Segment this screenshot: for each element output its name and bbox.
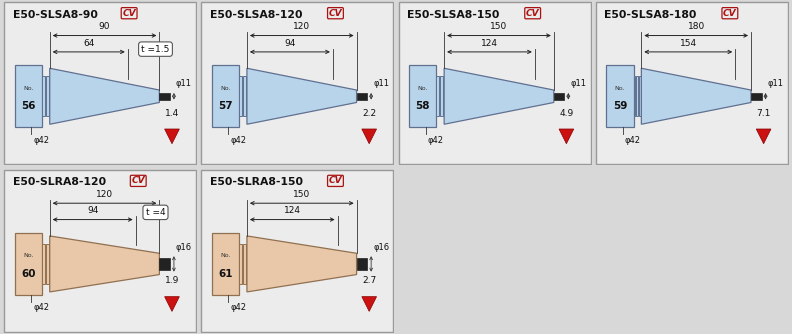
Bar	[436, 76, 439, 117]
Text: E50-SLRA8-120: E50-SLRA8-120	[13, 177, 106, 187]
Text: φ11: φ11	[570, 79, 586, 89]
Polygon shape	[362, 129, 376, 144]
Text: t =4: t =4	[146, 208, 166, 217]
Text: φ42: φ42	[33, 136, 49, 145]
Bar	[159, 258, 170, 270]
Text: φ16: φ16	[373, 243, 389, 252]
Bar	[607, 65, 634, 127]
Text: t =1.5: t =1.5	[141, 45, 169, 54]
Text: CV: CV	[329, 176, 342, 185]
Text: 180: 180	[687, 22, 705, 31]
Bar	[159, 93, 170, 100]
Polygon shape	[444, 68, 554, 124]
Text: 94: 94	[87, 206, 98, 215]
Text: CV: CV	[122, 9, 136, 18]
Polygon shape	[247, 236, 356, 292]
Bar	[212, 65, 239, 127]
Text: φ11: φ11	[176, 79, 192, 89]
Text: 61: 61	[219, 269, 233, 279]
Polygon shape	[362, 297, 376, 311]
Text: 2.2: 2.2	[362, 109, 376, 118]
Text: E50-SLRA8-150: E50-SLRA8-150	[210, 177, 303, 187]
Text: No.: No.	[23, 253, 33, 258]
Text: φ42: φ42	[625, 136, 641, 145]
Bar	[239, 244, 242, 284]
Bar	[46, 244, 48, 284]
Text: 124: 124	[284, 206, 301, 215]
Text: No.: No.	[220, 86, 230, 91]
Text: 7.1: 7.1	[756, 109, 771, 118]
Polygon shape	[165, 297, 179, 311]
Text: φ11: φ11	[767, 79, 783, 89]
Text: 94: 94	[284, 39, 295, 48]
Text: 4.9: 4.9	[559, 109, 573, 118]
Text: No.: No.	[417, 86, 428, 91]
Bar	[356, 93, 367, 100]
Text: CV: CV	[526, 9, 539, 18]
Text: CV: CV	[723, 9, 737, 18]
Text: 90: 90	[99, 22, 110, 31]
Bar	[440, 76, 443, 117]
Text: 150: 150	[490, 22, 508, 31]
Text: No.: No.	[23, 86, 33, 91]
Bar	[243, 76, 246, 117]
Text: E50-SLSA8-180: E50-SLSA8-180	[604, 9, 697, 19]
Text: φ11: φ11	[373, 79, 389, 89]
Bar	[15, 65, 42, 127]
Text: 64: 64	[83, 39, 94, 48]
Polygon shape	[50, 236, 159, 292]
Bar	[46, 76, 48, 117]
Bar	[212, 233, 239, 295]
Bar	[243, 244, 246, 284]
Text: 60: 60	[21, 269, 36, 279]
Bar	[15, 233, 42, 295]
Text: 124: 124	[481, 39, 498, 48]
Text: 57: 57	[219, 101, 233, 111]
Text: φ42: φ42	[428, 136, 444, 145]
Bar	[634, 76, 635, 117]
Polygon shape	[50, 68, 159, 124]
Polygon shape	[559, 129, 573, 144]
Polygon shape	[756, 129, 771, 144]
Text: 150: 150	[293, 190, 310, 199]
Polygon shape	[165, 129, 179, 144]
Text: No.: No.	[615, 86, 625, 91]
Bar	[639, 76, 641, 117]
Bar	[42, 76, 44, 117]
Polygon shape	[247, 68, 356, 124]
Text: φ16: φ16	[176, 243, 192, 252]
Text: 120: 120	[96, 190, 113, 199]
Bar	[356, 258, 367, 270]
Text: 120: 120	[293, 22, 310, 31]
Text: φ42: φ42	[230, 303, 246, 312]
Text: φ42: φ42	[33, 303, 49, 312]
Text: CV: CV	[329, 9, 342, 18]
Text: 2.7: 2.7	[362, 276, 376, 285]
Text: 58: 58	[416, 101, 430, 111]
Text: 59: 59	[613, 101, 627, 111]
Text: 1.9: 1.9	[165, 276, 179, 285]
Text: No.: No.	[220, 253, 230, 258]
Text: CV: CV	[131, 176, 145, 185]
Text: 154: 154	[680, 39, 697, 48]
Text: E50-SLSA8-120: E50-SLSA8-120	[210, 9, 303, 19]
Polygon shape	[642, 68, 751, 124]
Bar	[42, 244, 44, 284]
Bar	[554, 93, 565, 100]
Bar	[239, 76, 242, 117]
Text: E50-SLSA8-90: E50-SLSA8-90	[13, 9, 97, 19]
Text: 1.4: 1.4	[165, 109, 179, 118]
Text: E50-SLSA8-150: E50-SLSA8-150	[407, 9, 500, 19]
Bar	[636, 76, 638, 117]
Bar	[751, 93, 762, 100]
Text: φ42: φ42	[230, 136, 246, 145]
Text: 56: 56	[21, 101, 36, 111]
Bar	[409, 65, 436, 127]
